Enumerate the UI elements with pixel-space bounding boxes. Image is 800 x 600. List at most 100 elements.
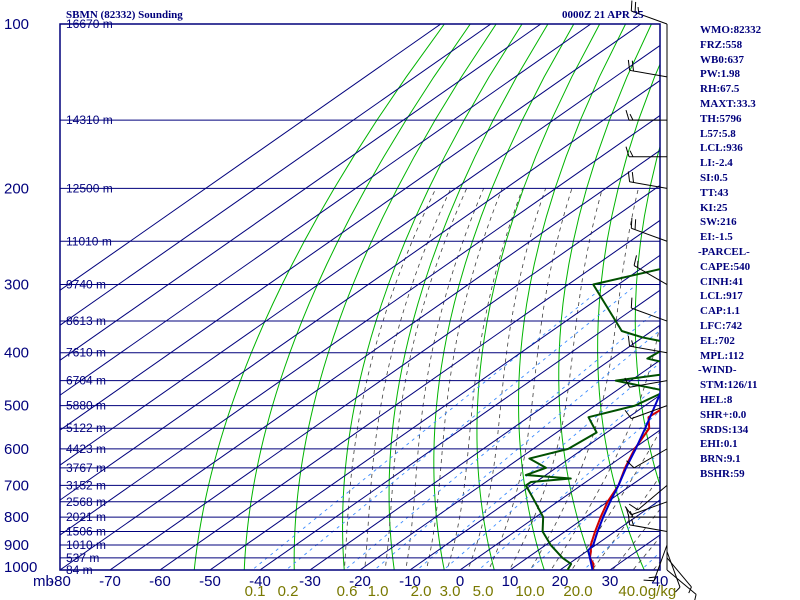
pressure-label: 800 xyxy=(4,509,29,526)
axis-unit-label: mb xyxy=(33,573,54,590)
dry-adiabat xyxy=(634,144,660,487)
wind-barb xyxy=(630,297,668,322)
index-29: BRN:9.1 xyxy=(700,453,741,466)
pressure-label: 900 xyxy=(4,537,29,554)
mixing-ratio-line xyxy=(528,452,660,570)
dry-adiabat xyxy=(293,24,497,570)
index-16: CAPE:540 xyxy=(700,260,751,273)
height-label: 5880 m xyxy=(66,399,106,413)
moist-adiabat xyxy=(591,475,660,570)
plot-frame xyxy=(59,23,661,571)
parcel-trace xyxy=(587,391,660,570)
temperature-label: 30 xyxy=(602,573,619,590)
wind-barb xyxy=(630,0,668,25)
index-27: SRDS:134 xyxy=(700,423,749,436)
index-22: MPL:112 xyxy=(700,349,744,362)
moist-adiabat xyxy=(488,188,573,570)
isotherm xyxy=(60,24,492,326)
isotherm xyxy=(60,24,592,396)
background-lines xyxy=(60,24,660,570)
index-30: BSHR:59 xyxy=(700,468,745,480)
index-1: FRZ:558 xyxy=(700,38,743,51)
dry-adiabat xyxy=(193,24,445,570)
pressure-label: 400 xyxy=(4,345,29,362)
pressure-label: 700 xyxy=(4,477,29,494)
isotherm xyxy=(209,254,660,570)
index-8: LCL:936 xyxy=(700,142,743,155)
isotherm xyxy=(60,149,660,570)
mixing-ratio-label: 2.0 xyxy=(411,583,432,600)
moist-adiabat xyxy=(364,188,452,570)
wind-barb xyxy=(627,514,668,532)
isotherm xyxy=(309,324,660,570)
index-10: SI:0.5 xyxy=(700,172,728,184)
dry-adiabat xyxy=(558,24,652,570)
index-12: KI:25 xyxy=(700,201,728,214)
isotherm xyxy=(509,464,660,570)
mixing-ratio-label: g/kg xyxy=(648,583,676,600)
isotherm xyxy=(359,359,660,570)
index-5: MAXT:33.3 xyxy=(700,98,756,110)
index-14: EI:-1.5 xyxy=(700,231,733,244)
index-6: TH:5796 xyxy=(700,112,742,125)
wind-barb xyxy=(625,146,667,158)
temperature-label: -50 xyxy=(199,573,221,590)
height-label: 6704 m xyxy=(66,374,106,388)
height-label: 2568 m xyxy=(66,495,106,509)
mixing-ratio-label: 1.0 xyxy=(368,583,389,600)
height-label: 12500 m xyxy=(66,181,113,195)
index-20: LFC:742 xyxy=(700,320,743,332)
wind-barb xyxy=(630,217,668,242)
dry-adiabat xyxy=(476,24,601,570)
index-0: WMO:82332 xyxy=(700,24,762,36)
mixing-ratio-label: 0.6 xyxy=(337,583,358,600)
moist-adiabat xyxy=(425,188,503,570)
chart-title: SBMN (82332) Sounding xyxy=(66,9,183,21)
index-19: CAP:1.1 xyxy=(700,305,741,318)
dry-adiabat xyxy=(388,24,549,570)
height-label: 3152 m xyxy=(66,478,106,492)
pressure-label: 600 xyxy=(4,441,29,458)
wind-profile xyxy=(624,0,697,600)
isotherm xyxy=(60,24,642,431)
wind-barb xyxy=(626,448,668,469)
mixing-ratio-label: 3.0 xyxy=(440,583,461,600)
moist-adiabat xyxy=(529,188,639,570)
height-label: 4423 m xyxy=(66,442,106,456)
temperature-label: -20 xyxy=(349,573,371,590)
pressure-label: 200 xyxy=(4,180,29,197)
temperature-label: 40 xyxy=(652,573,669,590)
moist-adiabat xyxy=(343,188,437,570)
dewpoint-trace xyxy=(524,268,660,570)
valid-time: 0000Z 21 APR 25 xyxy=(562,9,644,21)
temperature-label: -70 xyxy=(99,573,121,590)
wind-barb xyxy=(624,377,668,388)
wind-barb xyxy=(628,485,668,511)
isotherm xyxy=(159,219,660,570)
mixing-ratio-label: 20.0 xyxy=(563,583,592,600)
pressure-label: 100 xyxy=(4,16,29,33)
height-label: 5122 m xyxy=(66,421,106,435)
indices-panel: WMO:82332 FRZ:558 WB0:637 PW:1.98 RH:67.5 MAX… xyxy=(698,0,798,600)
wind-barb xyxy=(633,255,668,285)
temperature-label: -40 xyxy=(249,573,271,590)
mixing-ratio-line xyxy=(416,362,660,570)
isotherm xyxy=(60,114,660,536)
dry-adiabat xyxy=(243,24,471,570)
height-label: 8613 m xyxy=(66,314,106,328)
mixing-ratio-line xyxy=(251,284,607,570)
temperature-label: -80 xyxy=(49,573,71,590)
moist-adiabat xyxy=(384,188,468,570)
isotherm xyxy=(60,24,542,361)
mixing-ratio-line xyxy=(344,307,660,570)
isotherm xyxy=(109,184,660,570)
index-4: RH:67.5 xyxy=(700,83,740,96)
wind-barb xyxy=(666,551,681,593)
index-18: LCL:917 xyxy=(700,290,743,303)
height-label: 537 m xyxy=(66,551,99,565)
moist-adiabat xyxy=(405,188,485,570)
height-label: 14310 m xyxy=(66,113,113,127)
height-label: 1010 m xyxy=(66,538,106,552)
